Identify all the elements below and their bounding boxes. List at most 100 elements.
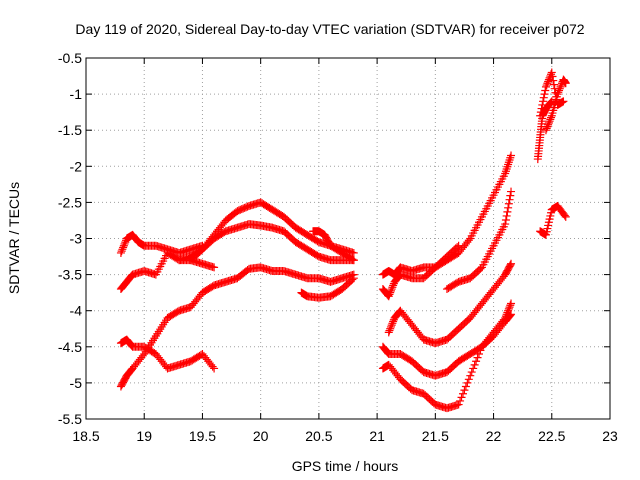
data-point (546, 99, 555, 108)
data-point (538, 100, 547, 109)
x-tick-label: 23 (602, 428, 618, 444)
y-tick-label: -4.5 (58, 339, 82, 355)
x-tick-label: 21.5 (422, 428, 449, 444)
data-point (454, 400, 463, 409)
y-tick-label: -2.5 (58, 194, 82, 210)
data-point (505, 303, 514, 312)
data-point (554, 88, 563, 97)
y-tick-label: -4 (70, 303, 83, 319)
data-point (547, 113, 556, 122)
data-point (461, 382, 470, 391)
x-tick-label: 18.5 (72, 428, 99, 444)
data-point (388, 319, 397, 328)
data-point (463, 378, 472, 387)
data-point (536, 111, 545, 120)
y-tick-label: -1.5 (58, 122, 82, 138)
y-tick-labels: -0.5 -1 -1.5 -2 -2.5 -3 -3.5 -4 -4.5 -5 -5.5 (58, 50, 82, 427)
data-point (349, 248, 358, 257)
data-point (546, 115, 555, 124)
data-point (560, 211, 569, 220)
data-point (501, 220, 510, 229)
data-points (116, 68, 570, 413)
data-point (473, 353, 482, 362)
x-tick-label: 20 (253, 428, 269, 444)
x-tick-label: 21 (369, 428, 385, 444)
data-point (555, 86, 564, 95)
y-tick-label: -3 (70, 231, 83, 247)
data-point (386, 324, 395, 333)
chart-title: Day 119 of 2020, Sidereal Day-to-day VTE… (75, 21, 584, 37)
data-point (210, 263, 219, 272)
data-point (543, 122, 552, 131)
y-tick-label: -0.5 (58, 50, 82, 66)
data-point (536, 108, 545, 117)
data-point (544, 77, 553, 86)
data-point (545, 117, 554, 126)
data-point (506, 191, 515, 200)
data-point (118, 245, 127, 254)
data-point (138, 351, 147, 360)
data-point (386, 322, 395, 331)
data-point (544, 120, 553, 129)
data-point (386, 288, 395, 297)
data-point (541, 86, 550, 95)
data-point (117, 247, 126, 256)
data-point (453, 243, 462, 252)
data-point (549, 80, 558, 89)
data-point (507, 310, 516, 319)
data-point (549, 76, 558, 85)
x-tick-label: 19.5 (189, 428, 216, 444)
data-point (537, 104, 546, 113)
data-point (387, 285, 396, 294)
y-tick-label: -5 (70, 375, 83, 391)
data-point (464, 236, 473, 245)
data-point (541, 82, 550, 91)
data-point (464, 375, 473, 384)
data-point (389, 317, 398, 326)
data-point (476, 264, 485, 273)
data-point (561, 212, 570, 221)
data-point (539, 93, 548, 102)
data-point (457, 393, 466, 402)
data-point (470, 360, 479, 369)
data-point (348, 275, 357, 284)
data-point (349, 256, 358, 265)
data-point (121, 238, 130, 247)
data-point (507, 187, 516, 196)
data-point (556, 82, 565, 91)
data-point (476, 346, 485, 355)
data-point (507, 151, 516, 160)
data-point (542, 124, 551, 133)
data-point (458, 389, 467, 398)
data-point (116, 248, 125, 257)
data-point (547, 68, 556, 77)
x-tick-label: 19 (136, 428, 152, 444)
data-point (389, 281, 398, 290)
y-tick-label: -1 (70, 86, 83, 102)
data-point (539, 97, 548, 106)
data-point (507, 259, 516, 268)
data-point (506, 261, 515, 270)
data-point (553, 90, 562, 99)
data-point (542, 81, 551, 90)
data-point (120, 239, 129, 248)
data-point (504, 203, 513, 212)
data-point (501, 215, 510, 224)
data-point (503, 207, 512, 216)
data-point (472, 357, 481, 366)
data-point (460, 386, 469, 395)
data-point (561, 79, 570, 88)
data-point (454, 241, 463, 250)
data-point (506, 301, 515, 310)
data-point (505, 312, 514, 321)
data-point (505, 195, 514, 204)
data-point (349, 274, 358, 283)
data-point (466, 371, 475, 380)
data-point (541, 126, 550, 135)
data-point (119, 241, 128, 250)
data-point (543, 79, 552, 88)
data-point (548, 72, 557, 81)
data-point (385, 326, 394, 335)
data-point (384, 292, 393, 301)
data-point (504, 304, 513, 313)
